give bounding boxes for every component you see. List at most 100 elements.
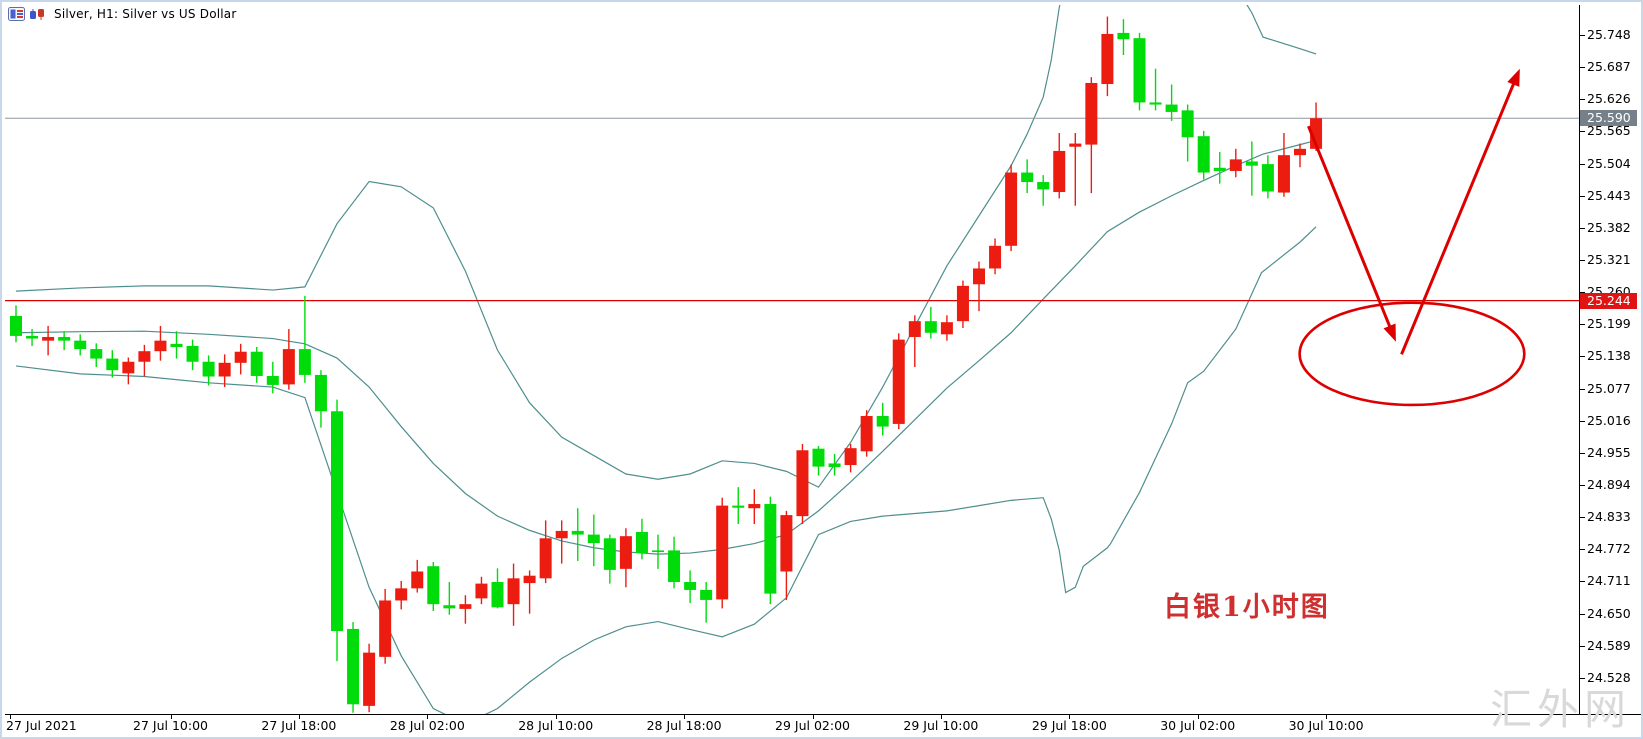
support-price-tag[interactable]: 25.244	[1580, 292, 1637, 309]
candle-body	[250, 351, 263, 376]
y-axis-label: 25.565	[1587, 123, 1631, 139]
candle-body	[1037, 182, 1050, 190]
x-axis-label: 28 Jul 02:00	[389, 718, 465, 733]
candle-body	[876, 416, 889, 427]
y-axis-tick	[1580, 356, 1585, 358]
candle-body	[539, 538, 552, 579]
x-axis-tick	[555, 715, 557, 719]
y-axis-tick	[1580, 485, 1585, 487]
y-axis-label: 25.016	[1587, 412, 1631, 428]
candle-body	[619, 536, 632, 569]
candle-body	[668, 550, 681, 583]
candle-body	[90, 349, 103, 359]
y-axis-tick	[1580, 452, 1585, 454]
candle-body	[42, 336, 55, 341]
candle-body	[555, 530, 568, 539]
candle-body	[700, 589, 713, 600]
candle-body	[298, 349, 311, 375]
x-axis-tick	[1069, 715, 1071, 719]
candle-body	[908, 321, 921, 337]
y-axis-label: 25.382	[1587, 219, 1631, 235]
x-axis-tick	[298, 715, 300, 719]
candle-body	[1021, 172, 1034, 183]
candle-body	[587, 534, 600, 544]
candles	[10, 16, 1323, 713]
x-axis-tick	[684, 715, 686, 719]
candle-body	[1005, 172, 1018, 246]
candle-body	[170, 343, 183, 347]
y-axis-tick	[1580, 195, 1585, 197]
analyst-annotations[interactable]	[1298, 68, 1526, 407]
candle-body	[347, 628, 360, 705]
x-axis-label: 28 Jul 10:00	[518, 718, 594, 733]
chart-title: Silver, H1: Silver vs US Dollar	[54, 7, 237, 21]
y-axis-label: 24.589	[1587, 637, 1631, 653]
up-arrow[interactable]	[1400, 68, 1520, 355]
y-axis-label: 24.955	[1587, 444, 1631, 460]
candle-body	[828, 463, 841, 468]
y-axis-label: 25.626	[1587, 91, 1631, 107]
candle-body	[812, 448, 825, 467]
annotation-text-silver-1h[interactable]: 白银1小时图	[1163, 591, 1330, 623]
x-axis-label: 30 Jul 02:00	[1160, 718, 1236, 733]
y-axis-tick	[1580, 163, 1585, 165]
y-axis-tick	[1580, 645, 1585, 647]
candle-body	[1229, 159, 1242, 171]
bollinger-lower-band	[15, 226, 1317, 714]
candle-body	[1053, 150, 1066, 193]
x-axis-label: 29 Jul 18:00	[1031, 718, 1107, 733]
x-axis-tick	[940, 715, 942, 719]
x-axis-label: 29 Jul 02:00	[775, 718, 850, 733]
y-axis-label: 24.772	[1587, 541, 1631, 557]
candle-body	[1181, 110, 1194, 138]
y-axis-tick	[1580, 420, 1585, 422]
candle-body	[202, 361, 215, 377]
candle-body	[363, 652, 376, 706]
candle-body	[282, 349, 295, 385]
down-arrow[interactable]	[1307, 125, 1396, 342]
y-axis-label: 25.443	[1587, 187, 1631, 203]
y-axis-label: 24.711	[1587, 573, 1631, 589]
candle-body	[1133, 38, 1146, 103]
candle-body	[732, 505, 745, 508]
candle-body	[796, 450, 809, 517]
candle-body	[106, 358, 119, 371]
y-axis-label: 24.528	[1587, 669, 1631, 685]
y-axis-tick	[1580, 131, 1585, 133]
candle-body	[379, 600, 392, 657]
candle-body	[1117, 32, 1130, 40]
x-axis-label: 27 Jul 18:00	[261, 718, 337, 733]
candle-body	[58, 336, 71, 341]
candle-body	[234, 351, 247, 363]
y-axis-tick	[1580, 324, 1585, 326]
y-axis-label: 25.138	[1587, 348, 1631, 364]
candle-body	[443, 605, 456, 609]
candle-body	[956, 285, 969, 322]
x-axis-tick	[10, 715, 11, 719]
chart-properties-icon	[8, 7, 25, 21]
candle-body	[684, 582, 697, 590]
candle-body	[571, 530, 584, 535]
candle-body	[475, 583, 488, 599]
candle-body	[1213, 167, 1226, 171]
candle-body	[26, 335, 39, 339]
candle-body	[10, 315, 22, 336]
candle-body	[1149, 102, 1162, 105]
x-axis-label: 29 Jul 10:00	[903, 718, 979, 733]
candles-icon	[28, 7, 46, 21]
y-axis-tick	[1580, 99, 1585, 101]
y-axis-tick	[1580, 517, 1585, 519]
candle-body	[507, 578, 520, 605]
x-axis-label: 27 Jul 2021	[6, 718, 77, 733]
bollinger-middle-band	[15, 139, 1317, 555]
target-ellipse[interactable]	[1298, 301, 1526, 407]
candle-body	[652, 550, 664, 553]
candle-body	[122, 361, 135, 374]
candle-body	[892, 339, 905, 424]
candle-body	[1294, 148, 1306, 156]
candle-body	[1261, 164, 1274, 192]
candle-body	[635, 531, 648, 554]
y-axis-label: 25.748	[1587, 27, 1631, 42]
